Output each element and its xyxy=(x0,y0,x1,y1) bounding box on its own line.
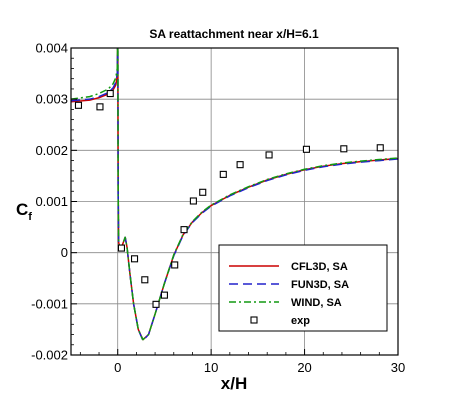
legend-label-exp: exp xyxy=(291,315,310,327)
exp-marker-13 xyxy=(236,161,244,169)
exp-markers xyxy=(74,89,384,308)
exp-marker-10 xyxy=(189,197,197,205)
legend-label-cfl3d-sa: CFL3D, SA xyxy=(291,261,348,273)
exp-marker-0 xyxy=(74,101,83,109)
y-axis-title-sub: f xyxy=(28,211,32,223)
legend-swatch-exp xyxy=(250,316,258,324)
axis-ticks: 0 10 20 30 -0.002 -0.001 0 0.001 0.002 0.003 0.004 xyxy=(31,41,405,376)
exp-marker-12 xyxy=(219,170,227,178)
y-tick-label-0: -0.002 xyxy=(31,348,68,363)
legend-label-fun3d-sa: FUN3D, SA xyxy=(291,279,349,291)
y-axis-title-main: C xyxy=(16,200,28,219)
chart-title: SA reattachment near x/H=6.1 xyxy=(149,27,319,41)
exp-marker-3 xyxy=(117,244,126,252)
legend-item-wind-sa: WIND, SA xyxy=(229,297,342,309)
legend-box xyxy=(218,244,388,332)
y-tick-label-4: 0.002 xyxy=(35,143,68,158)
exp-marker-7 xyxy=(160,291,168,299)
exp-marker-9 xyxy=(180,226,188,234)
x-axis-title: x/H xyxy=(221,374,247,393)
series-line-wind-sa xyxy=(71,48,398,341)
legend-label-wind-sa: WIND, SA xyxy=(291,297,342,309)
exp-marker-5 xyxy=(141,276,149,284)
exp-marker-8 xyxy=(171,261,179,269)
exp-marker-17 xyxy=(376,144,384,152)
y-tick-label-5: 0.003 xyxy=(35,92,68,107)
x-tick-label-3: 30 xyxy=(391,360,405,375)
exp-marker-4 xyxy=(130,255,139,263)
x-tick-label-1: 10 xyxy=(204,360,218,375)
x-tick-label-0: 0 xyxy=(114,360,121,375)
plot-area xyxy=(71,48,398,342)
legend-item-cfl3d-sa: CFL3D, SA xyxy=(229,261,348,273)
y-tick-label-3: 0.001 xyxy=(35,194,68,209)
x-tick-label-2: 20 xyxy=(297,360,311,375)
legend-item-exp: exp xyxy=(250,315,310,327)
y-tick-label-6: 0.004 xyxy=(35,41,68,56)
y-tick-label-2: 0 xyxy=(61,245,68,260)
exp-marker-6 xyxy=(152,300,160,308)
exp-marker-2 xyxy=(106,89,114,98)
series-lines xyxy=(71,48,398,342)
exp-marker-11 xyxy=(199,188,207,196)
legend: CFL3D, SA FUN3D, SA WIND, SA exp xyxy=(218,244,388,332)
y-tick-label-1: -0.001 xyxy=(31,296,68,311)
legend-item-fun3d-sa: FUN3D, SA xyxy=(229,279,349,291)
exp-marker-15 xyxy=(302,145,310,153)
exp-marker-1 xyxy=(96,103,104,111)
exp-marker-16 xyxy=(340,145,348,153)
exp-marker-14 xyxy=(265,151,273,159)
y-axis-title: Cf xyxy=(16,200,32,223)
